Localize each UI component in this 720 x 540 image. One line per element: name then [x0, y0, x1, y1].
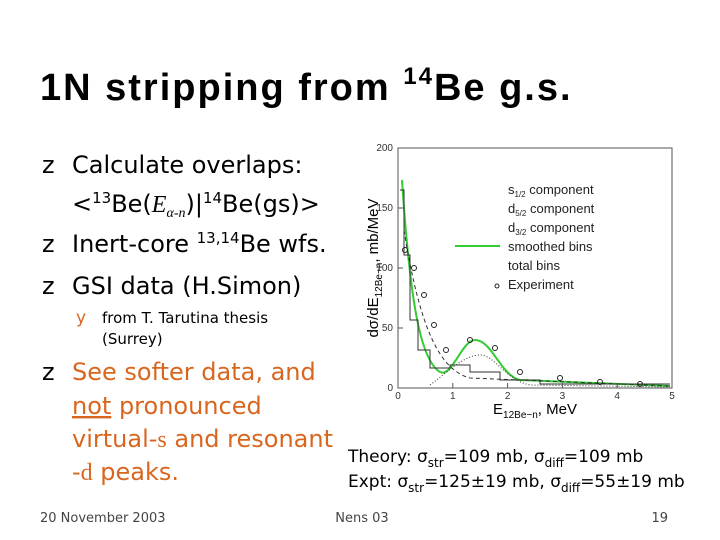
t: 13 [92, 189, 111, 207]
x-tick-label: 1 [450, 391, 456, 402]
footer-event: Nens 03 [335, 511, 388, 526]
title-rest: Be g.s. [434, 67, 573, 109]
t: =109 mb, σ [444, 447, 545, 467]
y-tick-label: 100 [376, 263, 393, 274]
legend-text: component [526, 182, 594, 197]
t: , MeV [538, 401, 577, 418]
legend-text: component [526, 201, 594, 216]
bullet-text: Inert-core 13,14Be wfs. [72, 229, 327, 258]
y-tick-label: 200 [376, 143, 393, 154]
bullet-text: -d peaks. [72, 458, 179, 486]
y-tick-label: 50 [382, 323, 394, 334]
x-tick-label: 5 [669, 391, 675, 402]
t: =55±19 mb [580, 472, 685, 492]
bullet-marker: z [42, 151, 55, 179]
legend-text: component [526, 220, 594, 235]
legend-text: d [508, 220, 515, 235]
legend-entry: total bins [508, 258, 561, 273]
legend-text: total bins [508, 258, 561, 273]
t: =109 mb [564, 447, 643, 467]
bullet-marker: y [76, 308, 86, 328]
t: Be(gs)> [222, 190, 320, 218]
t: 14 [203, 189, 222, 207]
t: E [151, 192, 167, 218]
y-axis-label: dσ/dE12Be−n, mb/MeV [365, 198, 385, 337]
smoothed-curve [401, 179, 671, 387]
t: s [157, 427, 166, 453]
page-number: 19 [651, 511, 668, 526]
t: pronounced [111, 392, 261, 420]
theory-line: Theory: σstr=109 mb, σdiff=109 mb [347, 447, 643, 470]
t: )| [185, 190, 202, 218]
t: , mb/MeV [365, 198, 382, 262]
bullet-text: See softer data, and [72, 358, 316, 386]
legend-sub: 3/2 [515, 228, 527, 237]
x-tick-label: 3 [560, 391, 566, 402]
t: α-n [166, 206, 185, 221]
experiment-points [402, 247, 643, 387]
t: - [72, 458, 81, 486]
t: peaks. [93, 458, 179, 486]
legend-entry: d3/2 component [508, 220, 595, 237]
legend-sub: 5/2 [515, 209, 527, 218]
sub-bullet-text: (Surrey) [102, 330, 163, 348]
legend-text: d [508, 201, 515, 216]
bullet-text: Calculate overlaps: [72, 151, 302, 179]
t: 13,14 [197, 229, 240, 247]
x-axis-label: E12Be−n, MeV [493, 401, 577, 421]
sub-bullet-text: from T. Tarutina thesis [102, 309, 268, 327]
t: not [72, 392, 111, 420]
bullet-text: GSI data (H.Simon) [72, 272, 301, 300]
t: dσ/dE [365, 297, 382, 337]
bullet-marker: z [42, 230, 55, 258]
t: Expt: σ [348, 472, 408, 492]
x-tick-label: 0 [395, 391, 401, 402]
t: and resonant [167, 425, 333, 453]
legend-entry: d5/2 component [508, 201, 595, 218]
slide-title: 1N stripping from 14Be g.s. [40, 63, 573, 109]
legend-sub: 1/2 [515, 190, 527, 199]
t: < [72, 190, 92, 218]
total-bins [400, 189, 670, 385]
t: Be( [111, 190, 152, 218]
bullet-marker: z [42, 272, 55, 300]
t: =125±19 mb, σ [424, 472, 561, 492]
bullet-marker: z [42, 358, 55, 386]
t: Be wfs. [240, 230, 327, 258]
t: E [493, 401, 503, 418]
bullet-text: not pronounced [72, 392, 262, 420]
figure: dσ/dE12Be−n, mb/MeV E12Be−n, MeV 0 1 2 3 4 50… [365, 143, 675, 421]
footer-date: 20 November 2003 [40, 511, 166, 526]
legend-text: smoothed bins [508, 239, 593, 254]
title-sup: 14 [403, 63, 434, 90]
y-tick-label: 0 [387, 383, 393, 394]
t: 12Be−n [503, 410, 538, 421]
t: 12Be−n [374, 263, 385, 298]
bullet-text: <13Be(Eα-n)|14Be(gs)> [72, 189, 320, 221]
t: str [408, 481, 424, 495]
legend-text: s [508, 182, 515, 197]
d-component [429, 354, 671, 388]
legend-entry: Experiment [508, 277, 574, 292]
expt-line: Expt: σstr=125±19 mb, σdiff=55±19 mb [348, 472, 685, 495]
t: Theory: σ [347, 447, 428, 467]
legend-text: Experiment [508, 277, 574, 292]
y-tick-label: 150 [376, 203, 393, 214]
t: Inert-core [72, 230, 197, 258]
t: diff [545, 456, 565, 470]
legend-entry: smoothed bins [508, 239, 593, 254]
title-text: 1N stripping from [40, 67, 403, 109]
t: d [81, 460, 93, 486]
x-tick-label: 2 [505, 391, 511, 402]
x-tick-label: 4 [614, 391, 620, 402]
t: str [428, 456, 444, 470]
s-component [403, 229, 671, 387]
t: virtual- [72, 425, 157, 453]
legend-entry: s1/2 component [508, 182, 594, 199]
t: diff [561, 481, 581, 495]
bullet-text: virtual-s and resonant [72, 425, 333, 453]
